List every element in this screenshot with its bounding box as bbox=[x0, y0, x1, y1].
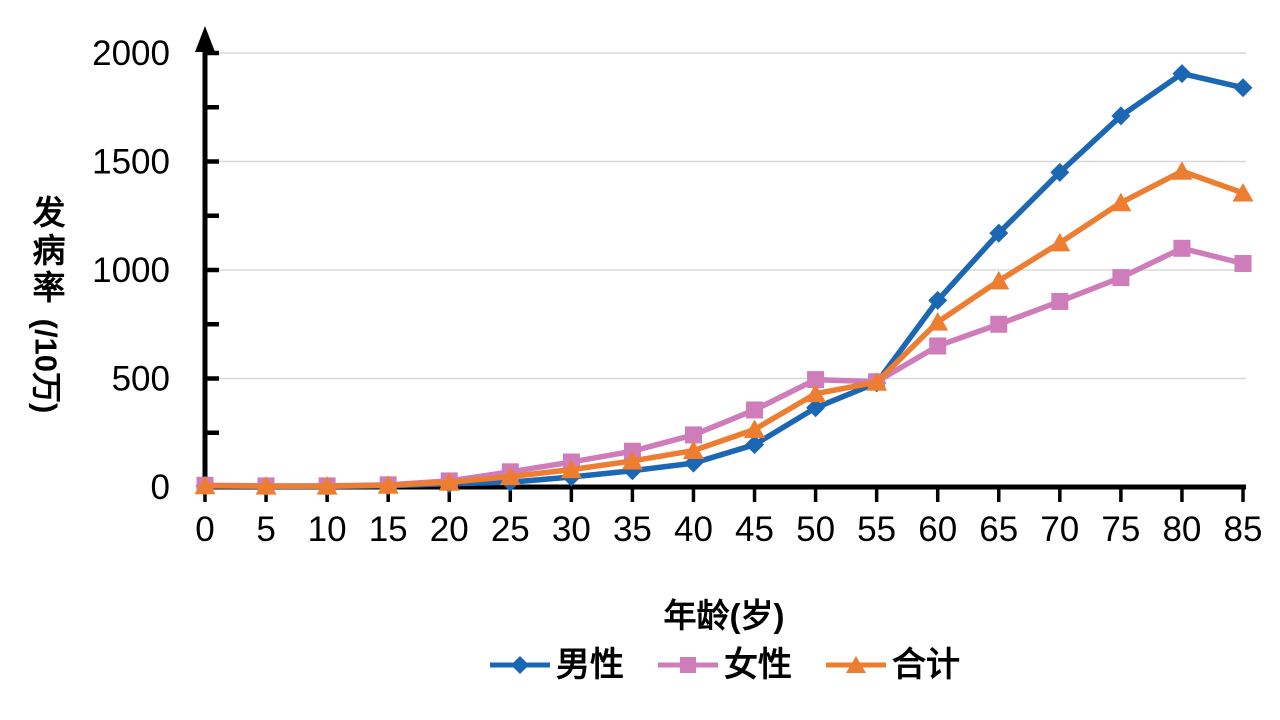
male-line-diamond-icon bbox=[490, 656, 550, 674]
series-line-female bbox=[202, 245, 1246, 489]
marker-female bbox=[1234, 254, 1252, 272]
marker-male bbox=[1050, 162, 1070, 182]
marker-total bbox=[805, 383, 827, 403]
x-tick-label: 75 bbox=[1101, 510, 1140, 549]
marker-female bbox=[1173, 239, 1191, 257]
y-tick-label: 0 bbox=[151, 468, 170, 507]
x-tick-label: 55 bbox=[857, 510, 896, 549]
marker-total bbox=[499, 466, 521, 486]
marker-total bbox=[1171, 161, 1193, 180]
marker-total bbox=[560, 459, 582, 479]
x-tick-label: 30 bbox=[552, 510, 591, 549]
female-line-square-icon bbox=[658, 657, 718, 673]
y-tick-label: 1500 bbox=[92, 143, 170, 182]
x-tick-label: 60 bbox=[918, 510, 957, 549]
marker-total bbox=[438, 472, 460, 491]
marker-female bbox=[684, 426, 702, 444]
y-tick-label: 2000 bbox=[92, 34, 170, 73]
x-tick-label: 50 bbox=[796, 510, 835, 549]
x-tick-label: 10 bbox=[308, 510, 347, 549]
legend-item-male: 男性 bbox=[488, 648, 624, 682]
y-axis-title-upright: 发病率 bbox=[32, 194, 66, 307]
marker-female bbox=[1051, 292, 1069, 310]
legend: 男性 女性 合计 bbox=[205, 648, 1243, 682]
x-tick-label: 0 bbox=[195, 510, 214, 549]
y-tick-label: 1000 bbox=[92, 251, 170, 290]
marker-total bbox=[1232, 182, 1254, 202]
total-line-triangle-icon bbox=[826, 656, 886, 673]
marker-total bbox=[377, 475, 399, 494]
y-axis-arrow-icon bbox=[195, 26, 215, 52]
marker-total bbox=[1110, 192, 1132, 212]
marker-total bbox=[744, 419, 766, 438]
marker-female bbox=[807, 371, 825, 389]
marker-female bbox=[1112, 269, 1130, 287]
x-tick-label: 65 bbox=[979, 510, 1018, 549]
x-tick-label: 45 bbox=[735, 510, 774, 549]
legend-item-total: 合计 bbox=[824, 648, 960, 682]
marker-total bbox=[866, 372, 888, 391]
legend-item-female: 女性 bbox=[656, 648, 792, 682]
y-axis-title: 发病率 (/10万) bbox=[28, 194, 70, 425]
marker-male bbox=[1172, 64, 1192, 84]
marker-total bbox=[927, 312, 949, 331]
x-axis-title: 年龄(岁) bbox=[663, 597, 785, 634]
y-axis-title-rotated: (/10万) bbox=[28, 318, 64, 414]
marker-total bbox=[621, 450, 643, 470]
x-tick-label: 80 bbox=[1162, 510, 1201, 549]
legend-label-female: 女性 bbox=[724, 646, 792, 684]
marker-male bbox=[928, 290, 948, 310]
x-tick-label: 20 bbox=[430, 510, 469, 549]
marker-male bbox=[989, 223, 1009, 243]
marker-total bbox=[255, 476, 277, 495]
marker-total bbox=[316, 476, 338, 495]
marker-male bbox=[806, 398, 826, 418]
marker-female bbox=[990, 315, 1008, 333]
x-tick-label: 85 bbox=[1224, 510, 1263, 549]
legend-label-total: 合计 bbox=[892, 646, 960, 684]
x-tick-label: 70 bbox=[1040, 510, 1079, 549]
marker-female bbox=[929, 337, 947, 355]
x-tick-label: 5 bbox=[256, 510, 275, 549]
x-tick-label: 15 bbox=[369, 510, 408, 549]
marker-male bbox=[745, 435, 765, 455]
marker-male bbox=[1233, 78, 1253, 98]
x-tick-label: 40 bbox=[674, 510, 713, 549]
marker-total bbox=[1049, 232, 1071, 252]
marker-total bbox=[194, 475, 216, 495]
marker-female bbox=[746, 401, 764, 419]
series-line-total bbox=[202, 168, 1246, 489]
y-tick-label: 500 bbox=[112, 360, 170, 399]
marker-male bbox=[1111, 106, 1131, 126]
x-tick-label: 35 bbox=[613, 510, 652, 549]
x-tick-label: 25 bbox=[491, 510, 530, 549]
legend-label-male: 男性 bbox=[556, 646, 624, 684]
marker-total bbox=[682, 440, 704, 460]
marker-total bbox=[988, 270, 1010, 290]
